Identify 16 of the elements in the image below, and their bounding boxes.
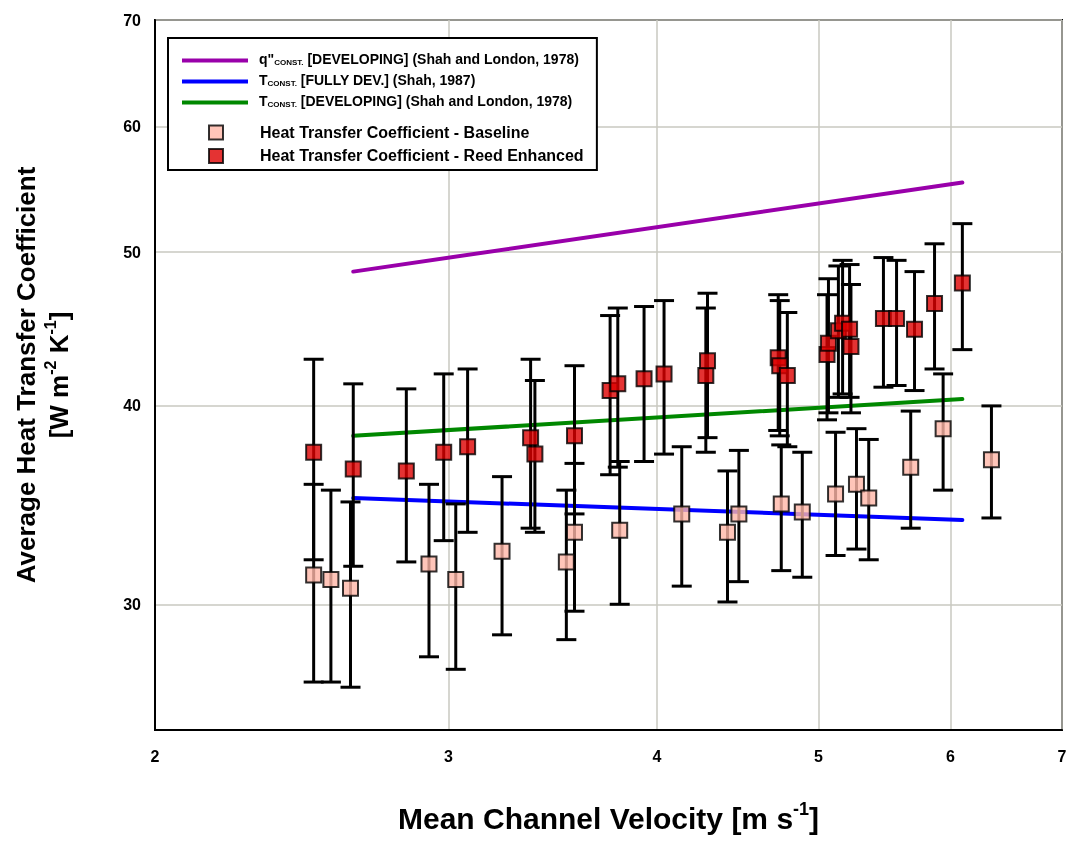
legend-label: TCONST. [FULLY DEV.] (Shah, 1987) (259, 72, 476, 88)
y-tick-label: 60 (123, 117, 142, 135)
x-tick-label: 7 (1057, 747, 1067, 765)
y-tick-label: 40 (123, 397, 142, 415)
x-tick-label: 2 (150, 747, 160, 765)
x-tick-label: 3 (444, 747, 454, 765)
y-tick-label: 70 (123, 11, 142, 29)
legend-label: Heat Transfer Coefficient - Reed Enhanced (260, 147, 584, 164)
x-tick-label: 4 (652, 747, 662, 765)
legend-label: TCONST. [DEVELOPING] (Shah and London, 1978) (259, 93, 573, 109)
y-tick-label: 50 (123, 243, 142, 261)
legend-label: Heat Transfer Coefficient - Baseline (260, 123, 530, 141)
x-tick-label: 5 (813, 747, 823, 765)
legend-label: q"CONST. [DEVELOPING] (Shah and London, 1978) (259, 51, 579, 67)
x-tick-label: 6 (945, 747, 955, 765)
y-tick-label: 30 (123, 595, 142, 613)
